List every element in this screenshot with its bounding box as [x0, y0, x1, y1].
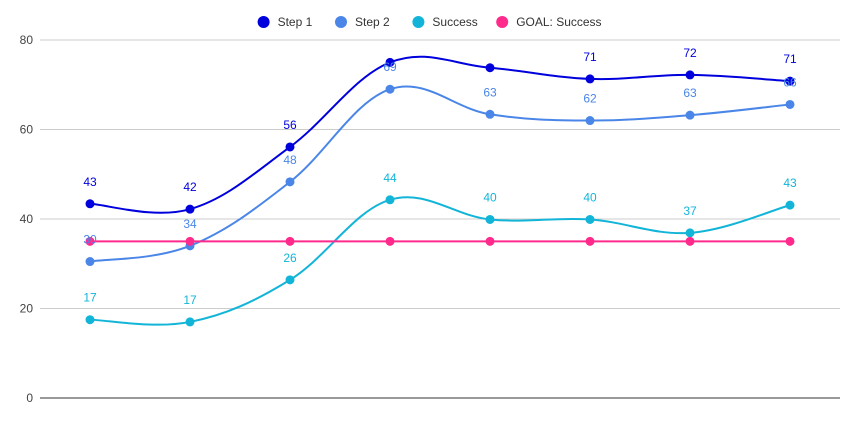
data-label: 37: [683, 204, 697, 218]
data-point[interactable]: [385, 195, 395, 205]
data-point[interactable]: [385, 57, 395, 67]
series-line: [89, 85, 791, 263]
chart-data-points: [85, 57, 795, 327]
chart-legend: Step 1 Step 2 Success GOAL: Success: [257, 15, 602, 29]
data-point[interactable]: [285, 142, 295, 152]
data-point[interactable]: [785, 236, 795, 246]
legend-swatch: [335, 16, 347, 28]
data-label: 40: [583, 190, 597, 204]
data-label: 69: [383, 60, 397, 74]
y-axis-tick-labels: 0 20 40 60 80: [20, 33, 34, 405]
data-point[interactable]: [385, 236, 395, 246]
y-tick-label: 80: [20, 33, 34, 47]
data-point[interactable]: [785, 99, 795, 109]
data-label: 17: [183, 293, 197, 307]
data-point[interactable]: [785, 200, 795, 210]
legend-label: Step 1: [278, 15, 313, 29]
legend-label: Success: [432, 15, 477, 29]
chart-data-labels: 43 42 56 71 72 71 30 34 48 69 63 62 63 66 17 17 26 44 40 40…: [83, 46, 797, 307]
data-label: 43: [783, 176, 797, 190]
data-label: 56: [283, 118, 297, 132]
legend-item[interactable]: GOAL: Success: [496, 15, 602, 29]
data-point[interactable]: [485, 236, 495, 246]
data-point[interactable]: [685, 228, 695, 238]
data-point[interactable]: [585, 236, 595, 246]
series-line: [89, 196, 791, 326]
data-label: 40: [483, 190, 497, 204]
legend-label: GOAL: Success: [516, 15, 601, 29]
data-point[interactable]: [385, 84, 395, 94]
data-label: 42: [183, 180, 197, 194]
data-point[interactable]: [785, 76, 795, 86]
data-point[interactable]: [685, 70, 695, 80]
data-label: 62: [583, 92, 597, 106]
data-label: 30: [83, 233, 97, 247]
legend-swatch: [496, 16, 509, 28]
legend-item[interactable]: Step 1: [257, 15, 313, 29]
legend-label: Step 2: [355, 15, 390, 29]
data-point[interactable]: [685, 236, 695, 246]
data-point[interactable]: [285, 275, 295, 285]
y-tick-label: 40: [20, 212, 34, 226]
data-point[interactable]: [485, 109, 495, 119]
legend-swatch: [257, 16, 270, 28]
data-point[interactable]: [485, 214, 495, 224]
data-label: 63: [483, 85, 497, 99]
data-label: 43: [83, 175, 97, 189]
chart-gridlines: [40, 39, 840, 399]
data-label: 71: [783, 52, 797, 66]
data-label: 63: [683, 86, 697, 100]
y-tick-label: 0: [26, 391, 33, 405]
legend-swatch: [412, 16, 425, 28]
data-label: 44: [383, 171, 397, 185]
data-point[interactable]: [185, 236, 195, 246]
data-point[interactable]: [85, 236, 95, 246]
data-point[interactable]: [85, 199, 95, 209]
data-label: 71: [583, 50, 597, 64]
data-point[interactable]: [685, 110, 695, 120]
data-point[interactable]: [85, 257, 95, 267]
data-point[interactable]: [285, 177, 295, 187]
data-label: 48: [283, 153, 297, 167]
data-point[interactable]: [185, 204, 195, 214]
data-label: 34: [183, 217, 197, 231]
data-point[interactable]: [85, 315, 95, 325]
y-tick-label: 20: [20, 302, 34, 316]
legend-item[interactable]: Success: [412, 15, 478, 29]
legend-item[interactable]: Step 2: [335, 15, 390, 29]
data-point[interactable]: [585, 214, 595, 224]
data-point[interactable]: [185, 317, 195, 327]
data-label: 26: [283, 251, 297, 265]
data-label: 72: [683, 46, 697, 60]
data-point[interactable]: [585, 74, 595, 84]
data-label: 66: [783, 75, 797, 89]
data-point[interactable]: [485, 63, 495, 73]
y-tick-label: 60: [20, 123, 34, 137]
data-label: 17: [83, 291, 97, 305]
series-line: [89, 55, 791, 214]
data-point[interactable]: [585, 116, 595, 126]
chart-series-lines: [89, 55, 791, 326]
data-point[interactable]: [285, 236, 295, 246]
